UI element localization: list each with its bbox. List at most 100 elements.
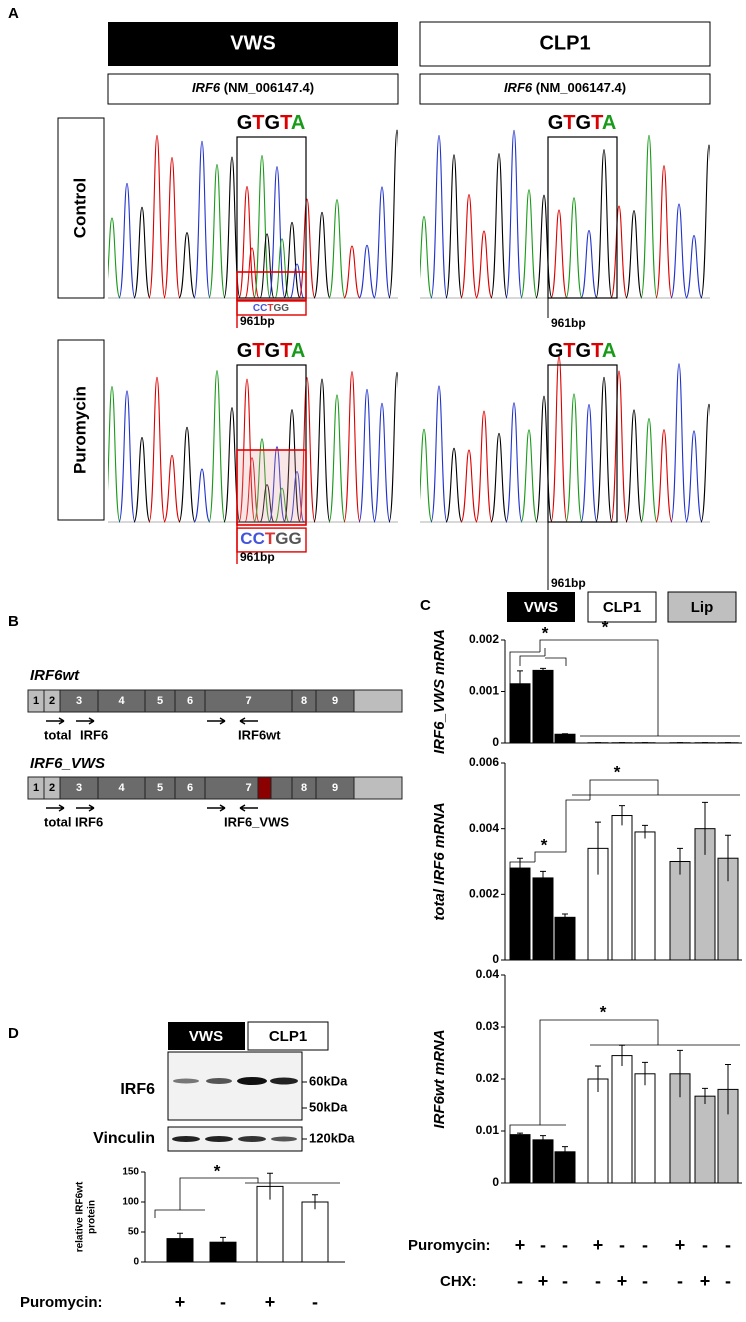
row-label: Control [70, 178, 89, 238]
significance: * [614, 762, 621, 781]
y-tick-label: 150 [122, 1167, 139, 1178]
base: C [240, 529, 252, 548]
error-bar [677, 1049, 683, 1098]
peak [490, 153, 508, 299]
y-tick-label: 0 [492, 735, 499, 749]
gene-diagrams: 1 2 3 4 5 6 7 8 91 2 3 4 5 6 7 8 9 [27, 689, 403, 812]
primer-arrow [46, 717, 65, 725]
gene-label: IRF6 (NM_006147.4) [192, 80, 314, 95]
reference-sequence: GTGTA [237, 112, 306, 134]
y-tick-label: 0 [133, 1257, 139, 1268]
treatment-sign: - [677, 1271, 683, 1291]
peak [178, 426, 196, 523]
accession: (NM_006147.4) [536, 80, 626, 95]
peak [610, 205, 628, 299]
treatment-sign: - [540, 1235, 546, 1255]
error-bar [677, 847, 683, 875]
codon-box [236, 136, 307, 299]
gene-label: IRF6 (NM_006147.4) [504, 80, 626, 95]
primer-arrow [46, 804, 65, 812]
blot [167, 1051, 303, 1121]
row-box [57, 117, 105, 299]
codon-box [547, 136, 618, 299]
peak [283, 409, 301, 523]
error-bar [595, 1065, 601, 1092]
peak [550, 355, 568, 523]
treatment-sign: - [702, 1235, 708, 1255]
peak [343, 245, 361, 299]
primer-arrow [76, 804, 95, 812]
peak [238, 378, 256, 523]
error-bar [619, 1044, 625, 1066]
legend-box [667, 591, 737, 623]
base: G [576, 340, 592, 362]
peak [118, 390, 136, 523]
group-box [419, 21, 711, 67]
peak [595, 149, 613, 299]
peak [460, 449, 478, 523]
error-bar [642, 1061, 648, 1086]
chromatogram [420, 129, 710, 299]
treatment-sign: + [617, 1271, 628, 1291]
peak [133, 206, 151, 299]
peak [238, 186, 256, 299]
peak [313, 211, 331, 299]
peak [268, 166, 286, 299]
error-bar [562, 733, 568, 735]
bar [634, 1073, 656, 1184]
peak [148, 134, 166, 299]
mutant-sequence: CCTGG [240, 529, 301, 548]
peak [193, 140, 211, 299]
gene-box [419, 73, 711, 105]
bar [611, 815, 633, 961]
bar [587, 1078, 609, 1184]
treatment-sign: - [220, 1292, 226, 1312]
marker-label: 50kDa [309, 1099, 348, 1114]
chromatogram [420, 355, 710, 523]
y-tick-label: 0 [492, 1175, 499, 1189]
accession: (NM_006147.4) [224, 80, 314, 95]
peak [550, 209, 568, 299]
chromatogram [108, 129, 398, 299]
peak [505, 402, 523, 523]
bar [509, 867, 531, 961]
y-axis-label: IRF6_VWS mRNA [431, 629, 448, 754]
base: G [265, 112, 281, 134]
marker-label: 60kDa [309, 1073, 348, 1088]
peak [700, 403, 710, 523]
peak [640, 418, 658, 523]
y-tick-label: 0.006 [469, 755, 499, 769]
exon-number: 1 [33, 782, 39, 794]
row-label: Puromycin [70, 386, 89, 474]
mutation-box [236, 271, 307, 301]
significance: * [542, 623, 549, 642]
primer-label: IRF6wt [238, 727, 281, 742]
peak [445, 154, 463, 299]
peak [685, 234, 703, 299]
error-bar [540, 667, 546, 673]
mutation-box [236, 449, 307, 526]
peak [253, 438, 271, 523]
gene: IRF6 [504, 80, 533, 95]
panel-label: B [8, 613, 19, 630]
y-axis-label: relative IRF6wt [75, 1181, 86, 1252]
base: G [548, 340, 564, 362]
chromatogram [108, 370, 398, 523]
error-bar [702, 1087, 708, 1104]
significance: * [600, 1002, 607, 1021]
panel-label: C [420, 597, 431, 614]
bar [532, 877, 554, 961]
legend-box [507, 592, 575, 622]
peak [475, 410, 493, 523]
reference-sequence: GTGTA [237, 340, 306, 362]
peak [595, 376, 613, 523]
group-box [247, 1021, 329, 1051]
error-bar [517, 1132, 523, 1137]
treatment-sign: - [562, 1235, 568, 1255]
y-tick-label: 0.002 [469, 632, 499, 646]
treatment-sign: + [700, 1271, 711, 1291]
treatment-sign: + [265, 1292, 276, 1312]
peak [108, 386, 121, 523]
row-box [57, 339, 105, 521]
group-label: VWS [189, 1028, 223, 1045]
